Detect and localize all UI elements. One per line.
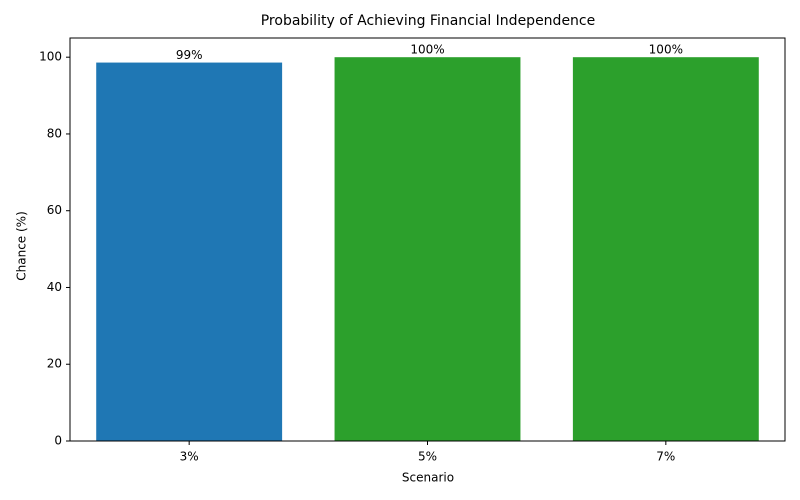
- bar: [572, 57, 759, 441]
- y-tick-label: 0: [54, 434, 62, 448]
- x-axis-label: Scenario: [402, 471, 454, 485]
- y-tick-label: 80: [47, 126, 62, 140]
- y-axis-label: Chance (%): [15, 211, 29, 281]
- bar: [334, 57, 521, 441]
- y-tick-label: 60: [47, 203, 62, 217]
- y-tick-label: 100: [39, 50, 62, 64]
- x-tick-label: 7%: [656, 450, 675, 464]
- value-label: 99%: [176, 48, 203, 62]
- y-tick-label: 20: [47, 357, 62, 371]
- x-tick-label: 5%: [418, 450, 437, 464]
- chart-title: Probability of Achieving Financial Indep…: [261, 13, 596, 29]
- bar: [96, 62, 283, 441]
- y-tick-label: 40: [47, 280, 62, 294]
- value-label: 100%: [410, 43, 444, 57]
- x-tick-label: 3%: [180, 450, 199, 464]
- plot-frame: [69, 37, 786, 442]
- value-label: 100%: [649, 43, 683, 57]
